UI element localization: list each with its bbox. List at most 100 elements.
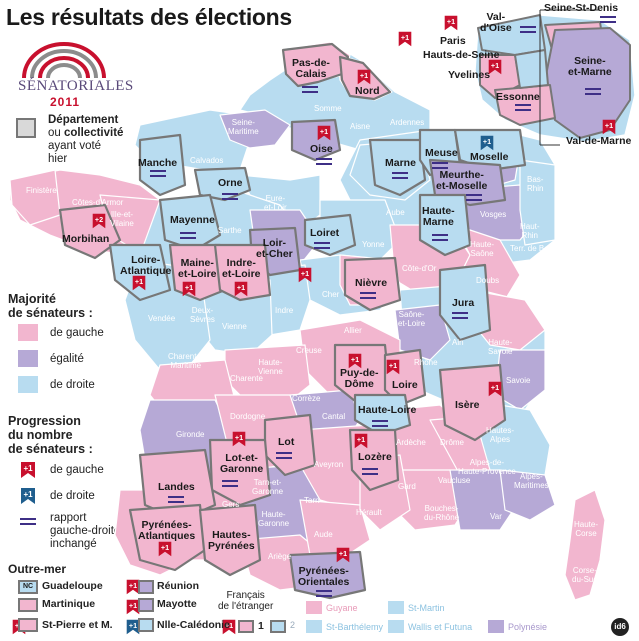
- dep-doubs: Doubs: [476, 276, 500, 285]
- svg-text:+1: +1: [351, 355, 359, 364]
- svg-text:+1: +1: [401, 33, 409, 42]
- plus-gauche-icon: +1: [315, 124, 335, 144]
- dep-cote-d-or: Côte-d'Or: [402, 264, 437, 273]
- dep-ille-et-vilaine: Ille-et- Vilaine: [110, 210, 134, 228]
- dep-seine-et-marne: Seine-et-Marne: [568, 55, 612, 78]
- plus-gauche-icon: +1: [334, 546, 354, 566]
- plus-gauche-icon: +1: [396, 30, 416, 50]
- om-guadeloupe: Guadeloupe: [42, 580, 103, 592]
- dep-loire: Loire: [392, 379, 418, 391]
- legend-droite-label: de droite: [50, 379, 95, 391]
- dep-indre: Indre: [275, 306, 294, 315]
- svg-text:+1: +1: [320, 127, 328, 136]
- svg-text:+1: +1: [129, 581, 137, 590]
- dep-dordogne: Dordogne: [230, 412, 266, 421]
- dep-charente: Charente: [230, 374, 263, 383]
- guyane-swatch: [306, 601, 322, 614]
- plus-gauche-icon: +1: [346, 352, 366, 372]
- om-martinique: Martinique: [42, 598, 96, 610]
- svg-text:+1: +1: [605, 121, 613, 130]
- dep-yvelines: Yvelines: [448, 69, 491, 81]
- dep-eure: Eure: [254, 158, 271, 167]
- plus-gauche-icon: +1: [156, 540, 176, 560]
- svg-text:+1: +1: [389, 361, 397, 370]
- dep-aisne: Aisne: [350, 122, 371, 131]
- om-wallis: Wallis et Futuna: [408, 622, 473, 632]
- dep-creuse: Creuse: [296, 346, 322, 355]
- dep-rhone: Rhône: [414, 358, 438, 367]
- dep-bas-rhin: Bas- Rhin: [527, 175, 544, 193]
- equal-icon: [316, 158, 332, 165]
- dep-haute-garonne: Haute- Garonne: [258, 510, 290, 528]
- dep-oise: Oise: [310, 143, 333, 155]
- source-logo: id6: [611, 618, 629, 636]
- equal-icon: [362, 468, 378, 475]
- dep-saone-et-loire: Saône-et-Loire: [398, 310, 426, 328]
- om-polynesie: Polynésie: [508, 622, 548, 632]
- dep-hautes-alpes: Hautes- Alpes: [486, 426, 515, 444]
- polynesie-swatch: [488, 620, 504, 633]
- svg-text:+1: +1: [339, 549, 347, 558]
- dep-vaucluse: Vaucluse: [438, 476, 471, 485]
- dep-lot-et-garonne: Lot-et- Garonne: [220, 452, 264, 475]
- plus-gauche-icon: +1: [230, 430, 250, 450]
- svg-text:+1: +1: [447, 17, 455, 26]
- om-two: 2: [290, 620, 296, 630]
- equal-icon: [520, 26, 536, 33]
- plus-gauche-icon: +1: [232, 280, 252, 300]
- equal-icon: [302, 86, 318, 93]
- plus-gauche-icon: +1: [486, 380, 506, 400]
- dep-jura: Jura: [452, 297, 475, 309]
- plus-gauche-icon: +1: [180, 280, 200, 300]
- dep-morbihan: Morbihan: [62, 233, 110, 245]
- logo-year: 2011: [50, 95, 81, 109]
- plus-gauche-icon: +1: [442, 14, 462, 34]
- plus-gauche-icon: +1: [124, 598, 144, 618]
- dep-gard: Gard: [398, 482, 416, 491]
- dep-calvados: Calvados: [190, 156, 224, 165]
- dep-landes: Landes: [158, 481, 195, 493]
- equal-icon: [392, 172, 408, 179]
- dep-puy-de-dome: Puy-de- Dôme: [340, 367, 379, 390]
- dep-deux-sevres: Deux- Sèvres: [190, 306, 215, 324]
- dep-vosges: Vosges: [480, 210, 507, 219]
- dep-allier: Allier: [344, 326, 362, 335]
- dep-nievre: Nièvre: [355, 277, 388, 289]
- dep-indre-et-loire: Indre-et-Loire: [222, 257, 261, 280]
- legend-progress-title: Progression du nombre de sénateurs :: [8, 414, 93, 456]
- martinique-swatch: [18, 598, 38, 612]
- svg-text:+2: +2: [95, 215, 103, 224]
- dep-tarn-et-garonne: Tarn-et- Garonne: [252, 478, 284, 496]
- dep-cantal: Cantal: [322, 412, 346, 421]
- plus-droite-icon: +1: [124, 618, 144, 638]
- equal-icon: [180, 232, 196, 239]
- dep-cher: Cher: [322, 290, 340, 299]
- st-martin-swatch: [388, 601, 404, 614]
- om-one: 1: [258, 620, 264, 632]
- dep-haute-marne: Haute- Marne: [422, 205, 455, 228]
- plus-droite-icon: +1: [478, 134, 498, 154]
- plus-gauche-icon: +1: [130, 274, 150, 294]
- svg-text:+1: +1: [357, 435, 365, 444]
- dep-nord: Nord: [355, 85, 380, 97]
- plus-gauche-icon: +1: [124, 578, 144, 598]
- equal-icon: [168, 496, 184, 503]
- svg-text:+1: +1: [23, 490, 33, 499]
- plus-gauche-icon: +1: [352, 432, 372, 452]
- logo-title: SÉNATORIALES: [18, 78, 134, 94]
- dep-manche: Manche: [138, 157, 178, 169]
- svg-text:+1: +1: [235, 433, 243, 442]
- plus-gauche-icon: +1: [384, 358, 404, 378]
- dep-haut-rhin: Haut- Rhin: [520, 222, 540, 240]
- dep-bouches-du-rhone: Bouches-du-Rhône: [424, 504, 460, 522]
- svg-text:+1: +1: [301, 269, 309, 278]
- plus-gauche-icon: +1: [296, 266, 316, 286]
- reunion-swatch: [138, 580, 154, 594]
- dep-meuse: Meuse: [425, 147, 458, 159]
- dep-alpes-de-haute-provence: Alpes-de- Haute-Provence: [458, 458, 516, 476]
- nc-swatch: [138, 618, 154, 632]
- svg-text:+1: +1: [23, 464, 33, 473]
- om-reunion: Réunion: [157, 580, 199, 592]
- dep-pyrenees-orientales: Pyrénées- Orientales: [298, 565, 350, 588]
